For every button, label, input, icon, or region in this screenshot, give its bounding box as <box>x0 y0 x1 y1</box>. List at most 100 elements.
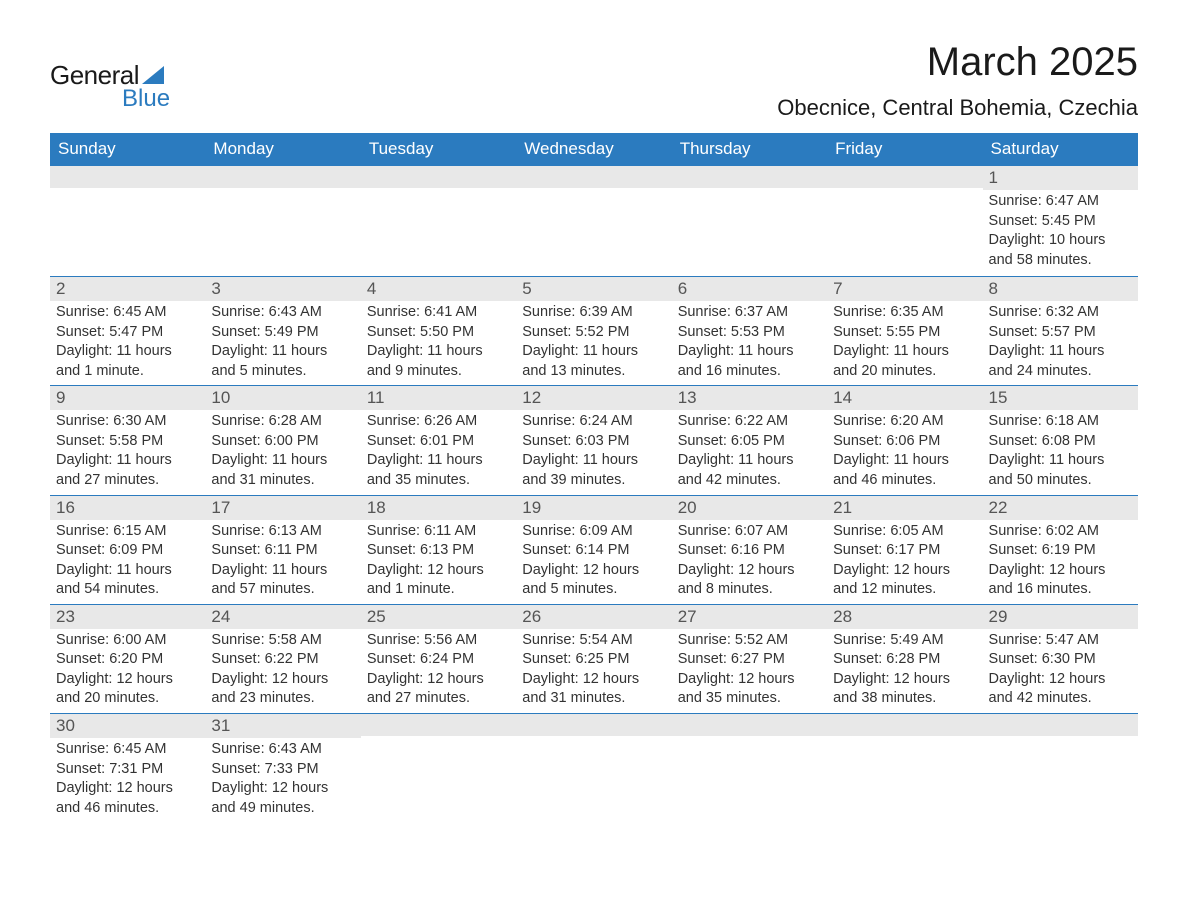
day-sunrise: Sunrise: 6:24 AM <box>522 412 665 432</box>
day-daylight1: Daylight: 11 hours <box>522 451 665 471</box>
calendar-day-cell: 22Sunrise: 6:02 AMSunset: 6:19 PMDayligh… <box>983 495 1138 604</box>
calendar-day-cell: 31Sunrise: 6:43 AMSunset: 7:33 PMDayligh… <box>205 714 360 825</box>
day-daylight2: and 23 minutes. <box>211 689 354 709</box>
day-sunrise: Sunrise: 6:09 AM <box>522 522 665 542</box>
day-number: 9 <box>50 386 205 410</box>
day-number: 16 <box>50 496 205 520</box>
day-sunrise: Sunrise: 6:15 AM <box>56 522 199 542</box>
day-daylight2: and 35 minutes. <box>367 471 510 491</box>
calendar-table: Sunday Monday Tuesday Wednesday Thursday… <box>50 133 1138 824</box>
day-daylight2: and 42 minutes. <box>989 689 1132 709</box>
day-daylight2: and 13 minutes. <box>522 362 665 382</box>
day-daylight2: and 9 minutes. <box>367 362 510 382</box>
day-daylight2: and 42 minutes. <box>678 471 821 491</box>
calendar-day-cell <box>361 714 516 825</box>
day-sunset: Sunset: 5:58 PM <box>56 432 199 452</box>
day-number: 25 <box>361 605 516 629</box>
day-body: Sunrise: 6:41 AMSunset: 5:50 PMDaylight:… <box>361 301 516 385</box>
day-number: 24 <box>205 605 360 629</box>
day-sunset: Sunset: 6:05 PM <box>678 432 821 452</box>
day-number: 19 <box>516 496 671 520</box>
day-number-bar <box>516 166 671 188</box>
day-number: 29 <box>983 605 1138 629</box>
day-daylight2: and 39 minutes. <box>522 471 665 491</box>
calendar-day-cell <box>205 166 360 277</box>
day-body: Sunrise: 6:28 AMSunset: 6:00 PMDaylight:… <box>205 410 360 494</box>
calendar-day-cell: 3Sunrise: 6:43 AMSunset: 5:49 PMDaylight… <box>205 277 360 386</box>
day-daylight1: Daylight: 11 hours <box>56 451 199 471</box>
calendar-day-cell: 21Sunrise: 6:05 AMSunset: 6:17 PMDayligh… <box>827 495 982 604</box>
day-daylight1: Daylight: 12 hours <box>833 670 976 690</box>
weekday-header-row: Sunday Monday Tuesday Wednesday Thursday… <box>50 133 1138 166</box>
day-body <box>50 188 205 276</box>
day-body: Sunrise: 6:37 AMSunset: 5:53 PMDaylight:… <box>672 301 827 385</box>
day-body: Sunrise: 6:30 AMSunset: 5:58 PMDaylight:… <box>50 410 205 494</box>
day-number: 7 <box>827 277 982 301</box>
day-sunrise: Sunrise: 5:58 AM <box>211 631 354 651</box>
day-body: Sunrise: 6:32 AMSunset: 5:57 PMDaylight:… <box>983 301 1138 385</box>
day-body: Sunrise: 6:02 AMSunset: 6:19 PMDaylight:… <box>983 520 1138 604</box>
day-daylight1: Daylight: 11 hours <box>989 451 1132 471</box>
day-daylight2: and 58 minutes. <box>989 251 1132 271</box>
weekday-header: Wednesday <box>516 133 671 166</box>
calendar-day-cell: 2Sunrise: 6:45 AMSunset: 5:47 PMDaylight… <box>50 277 205 386</box>
day-daylight2: and 31 minutes. <box>211 471 354 491</box>
day-sunrise: Sunrise: 6:02 AM <box>989 522 1132 542</box>
day-number: 4 <box>361 277 516 301</box>
day-daylight2: and 1 minute. <box>367 580 510 600</box>
day-number: 17 <box>205 496 360 520</box>
day-number: 27 <box>672 605 827 629</box>
calendar-day-cell <box>50 166 205 277</box>
day-daylight1: Daylight: 12 hours <box>989 670 1132 690</box>
day-body: Sunrise: 6:11 AMSunset: 6:13 PMDaylight:… <box>361 520 516 604</box>
day-daylight1: Daylight: 12 hours <box>522 670 665 690</box>
day-daylight1: Daylight: 11 hours <box>56 342 199 362</box>
day-daylight1: Daylight: 10 hours <box>989 231 1132 251</box>
day-daylight1: Daylight: 12 hours <box>678 561 821 581</box>
day-sunset: Sunset: 6:13 PM <box>367 541 510 561</box>
header: General Blue March 2025 Obecnice, Centra… <box>50 40 1138 121</box>
calendar-week-row: 23Sunrise: 6:00 AMSunset: 6:20 PMDayligh… <box>50 604 1138 713</box>
day-number: 3 <box>205 277 360 301</box>
day-sunset: Sunset: 6:14 PM <box>522 541 665 561</box>
day-number: 20 <box>672 496 827 520</box>
day-daylight2: and 20 minutes. <box>56 689 199 709</box>
day-number: 6 <box>672 277 827 301</box>
day-body: Sunrise: 5:49 AMSunset: 6:28 PMDaylight:… <box>827 629 982 713</box>
day-body: Sunrise: 6:00 AMSunset: 6:20 PMDaylight:… <box>50 629 205 713</box>
day-body <box>827 188 982 276</box>
day-sunset: Sunset: 5:52 PM <box>522 323 665 343</box>
day-sunrise: Sunrise: 6:32 AM <box>989 303 1132 323</box>
day-sunrise: Sunrise: 6:37 AM <box>678 303 821 323</box>
day-daylight1: Daylight: 11 hours <box>367 342 510 362</box>
day-sunset: Sunset: 6:19 PM <box>989 541 1132 561</box>
title-location: Obecnice, Central Bohemia, Czechia <box>777 95 1138 121</box>
day-number: 15 <box>983 386 1138 410</box>
day-daylight1: Daylight: 12 hours <box>367 670 510 690</box>
day-daylight2: and 27 minutes. <box>56 471 199 491</box>
day-sunset: Sunset: 6:06 PM <box>833 432 976 452</box>
day-number-bar <box>983 714 1138 736</box>
day-daylight2: and 57 minutes. <box>211 580 354 600</box>
day-daylight2: and 5 minutes. <box>522 580 665 600</box>
calendar-day-cell: 1Sunrise: 6:47 AMSunset: 5:45 PMDaylight… <box>983 166 1138 277</box>
calendar-day-cell: 7Sunrise: 6:35 AMSunset: 5:55 PMDaylight… <box>827 277 982 386</box>
weekday-header: Friday <box>827 133 982 166</box>
day-daylight2: and 27 minutes. <box>367 689 510 709</box>
day-number: 28 <box>827 605 982 629</box>
calendar-day-cell: 4Sunrise: 6:41 AMSunset: 5:50 PMDaylight… <box>361 277 516 386</box>
day-sunset: Sunset: 7:33 PM <box>211 760 354 780</box>
day-body: Sunrise: 6:07 AMSunset: 6:16 PMDaylight:… <box>672 520 827 604</box>
day-daylight2: and 46 minutes. <box>56 799 199 819</box>
calendar-week-row: 30Sunrise: 6:45 AMSunset: 7:31 PMDayligh… <box>50 714 1138 825</box>
day-number-bar <box>205 166 360 188</box>
calendar-day-cell: 15Sunrise: 6:18 AMSunset: 6:08 PMDayligh… <box>983 386 1138 495</box>
day-sunset: Sunset: 6:17 PM <box>833 541 976 561</box>
day-number-bar <box>672 166 827 188</box>
day-daylight1: Daylight: 12 hours <box>211 670 354 690</box>
day-daylight1: Daylight: 12 hours <box>522 561 665 581</box>
day-daylight2: and 50 minutes. <box>989 471 1132 491</box>
day-daylight2: and 24 minutes. <box>989 362 1132 382</box>
day-number: 1 <box>983 166 1138 190</box>
day-sunrise: Sunrise: 6:47 AM <box>989 192 1132 212</box>
